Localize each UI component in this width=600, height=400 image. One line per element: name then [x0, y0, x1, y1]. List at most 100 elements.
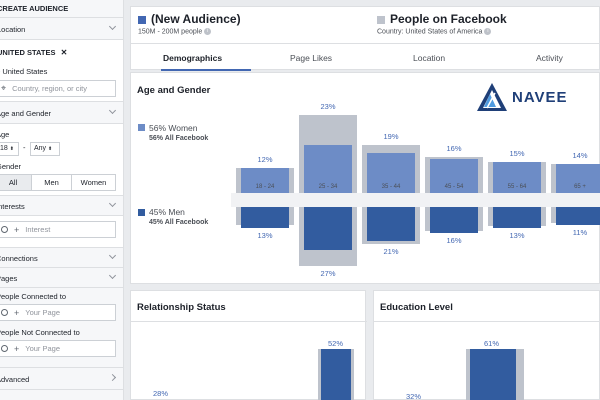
location-option-label: United States — [2, 67, 48, 76]
women-percent-label: 23% — [320, 102, 336, 112]
compare-country-text: Country: United States of America — [377, 28, 483, 36]
search-icon — [1, 226, 8, 233]
close-icon[interactable]: ✕ — [60, 48, 68, 57]
tab-demographics[interactable]: Demographics — [163, 53, 223, 63]
interest-placeholder: Interest — [25, 225, 51, 234]
info-icon[interactable]: i — [204, 28, 212, 35]
education-value-2: 61% — [484, 339, 500, 348]
pages-section-header[interactable]: Pages — [0, 268, 123, 288]
connected-to-input[interactable]: + Your Page — [0, 304, 116, 321]
stepper-icon: ⬍ — [9, 146, 14, 152]
women-percent-label: 19% — [383, 131, 399, 141]
connections-label: Connections — [0, 254, 38, 263]
men-label: 45% Men — [149, 207, 185, 217]
card-divider — [131, 321, 367, 322]
women-percent-label: 15% — [509, 148, 525, 158]
men-percent-label: 11% — [572, 227, 588, 237]
age-gender-card: Age and Gender 56% Women 56% All Faceboo… — [130, 72, 600, 284]
men-bar — [493, 207, 541, 228]
tab-location[interactable]: Location — [413, 53, 446, 63]
women-percent-label: 12% — [257, 154, 273, 164]
gender-men-button[interactable]: Men — [32, 174, 72, 191]
search-icon — [1, 309, 8, 316]
connected-to-label: People Connected to — [0, 292, 67, 301]
relationship-value-2: 52% — [328, 339, 344, 348]
chevron-down-icon — [108, 271, 117, 280]
men-bar — [430, 207, 478, 233]
tab-bar: Demographics Page Likes Location Activit… — [131, 43, 600, 71]
gender-women-button[interactable]: Women — [72, 174, 116, 191]
relationship-bar — [321, 349, 351, 400]
men-percent-label: 13% — [257, 230, 273, 240]
age-gender-section: Age 18 ⬍ - Any ⬍ Gender All Men Women — [0, 124, 123, 196]
women-percent-label: 16% — [446, 144, 462, 154]
compare-color-swatch — [377, 16, 385, 24]
location-token[interactable]: UNITED STATES ✕ — [0, 48, 67, 57]
age-range-label: 45 - 54 — [444, 184, 464, 190]
age-gender-chart: 12% 13% 18 - 24 23% 27% 25 - 34 19% 21% 35 - 44 1… — [131, 73, 600, 285]
gender-toggle: All Men Women — [0, 174, 116, 191]
men-bar — [556, 207, 600, 225]
education-bar — [470, 349, 516, 400]
compare-title: People on Facebook — [390, 12, 507, 26]
age-dash: - — [23, 143, 26, 152]
women-bar — [430, 159, 478, 193]
women-swatch — [138, 124, 145, 131]
chevron-down-icon — [108, 106, 117, 115]
women-bar — [241, 167, 289, 193]
women-bar — [304, 144, 352, 193]
interest-input[interactable]: + Interest — [0, 221, 116, 238]
relationship-value-1: 28% — [153, 389, 169, 398]
age-gender-section-header[interactable]: Age and Gender — [0, 102, 123, 124]
not-connected-to-input[interactable]: + Your Page — [0, 340, 116, 357]
chevron-down-icon — [108, 199, 117, 208]
not-connected-to-placeholder: Your Page — [25, 344, 61, 353]
audience-size-text: 150M - 200M people — [138, 28, 203, 36]
men-bar — [241, 207, 289, 228]
age-from-select[interactable]: 18 ⬍ — [0, 142, 19, 156]
interests-section-header[interactable]: Interests — [0, 196, 123, 216]
men-percent-label: 16% — [446, 235, 462, 245]
age-range-label: 65 + — [574, 184, 586, 190]
audience-header-card: (New Audience) 150M - 200M people i Peop… — [130, 6, 600, 71]
women-label: 56% Women — [149, 123, 198, 133]
age-gender-label: Age and Gender — [0, 109, 52, 118]
pages-label: Pages — [0, 274, 18, 283]
navee-logo-mark — [477, 83, 507, 111]
age-from-value: 18 — [0, 145, 8, 152]
navee-logo-text: NAVEE — [512, 89, 568, 106]
chevron-down-icon — [108, 251, 117, 260]
women-bar — [556, 163, 600, 193]
age-range-label: 25 - 34 — [318, 184, 338, 190]
age-divider-band — [231, 193, 600, 207]
advanced-section-header[interactable]: Advanced — [0, 368, 123, 390]
age-label: Age — [0, 130, 10, 139]
relationship-status-card: Relationship Status 28% 52% — [130, 290, 367, 400]
age-range-label: 55 - 64 — [507, 184, 527, 190]
age-to-value: Any — [34, 145, 47, 152]
tab-activity[interactable]: Activity — [536, 53, 563, 63]
men-sub: 45% All Facebook — [149, 219, 209, 226]
education-value-1: 32% — [406, 392, 422, 400]
gender-all-button[interactable]: All — [0, 174, 32, 191]
location-section-header[interactable]: Location — [0, 18, 123, 40]
age-range-label: 18 - 24 — [255, 184, 275, 190]
connections-section-header[interactable]: Connections — [0, 248, 123, 268]
connected-to-placeholder: Your Page — [25, 308, 61, 317]
chevron-down-icon — [108, 22, 117, 31]
navee-logo: NAVEE — [476, 82, 586, 112]
women-percent-label: 14% — [572, 150, 588, 160]
gender-women-label: Women — [80, 178, 107, 187]
location-token-label: UNITED STATES — [0, 48, 56, 57]
men-bar — [367, 207, 415, 241]
interests-section: + Interest — [0, 216, 123, 248]
create-audience-title: CREATE AUDIENCE — [0, 4, 69, 13]
plus-icon: + — [14, 343, 20, 354]
women-bar — [367, 153, 415, 193]
location-option: ⌖ United States — [0, 67, 47, 77]
age-to-select[interactable]: Any ⬍ — [30, 142, 60, 156]
tab-page-likes[interactable]: Page Likes — [290, 53, 333, 63]
info-icon[interactable]: i — [484, 28, 492, 35]
pages-section: People Connected to + Your Page People N… — [0, 288, 123, 368]
location-input[interactable]: ⌖ Country, region, or city — [0, 80, 116, 97]
